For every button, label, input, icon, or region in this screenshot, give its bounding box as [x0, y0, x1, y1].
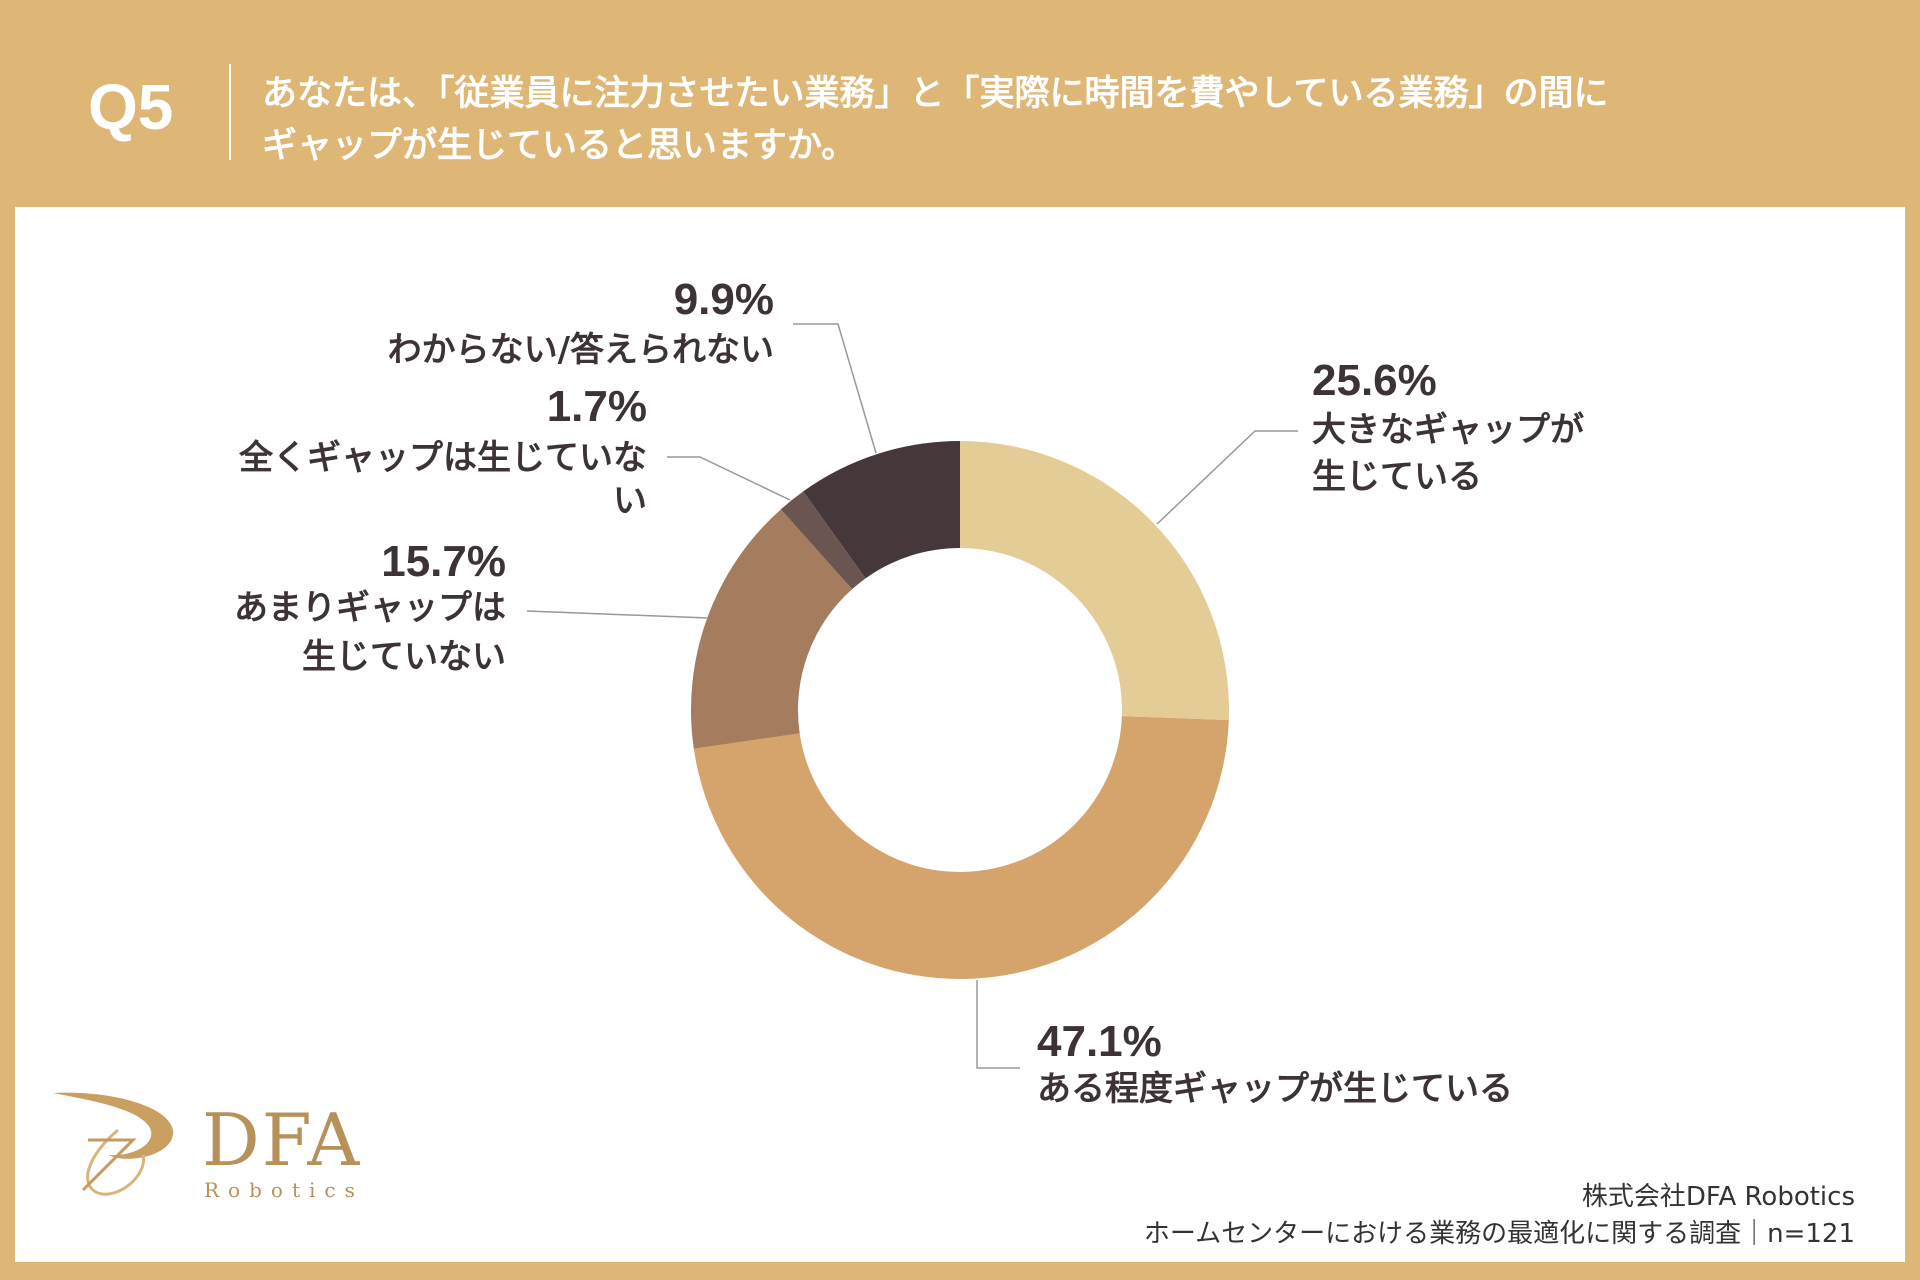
value-label-slice-0: 25.6% [1312, 356, 1437, 405]
value-label-slice-3: 1.7% [546, 382, 647, 431]
header: Q5 あなたは、「従業員に注力させたい業務」と「実際に時間を費やしている業務」の… [0, 0, 1920, 205]
donut-slice-3 [780, 491, 866, 590]
dfa-logo-swoosh-icon [53, 1092, 174, 1196]
category-label-slice-4-line-1: わからない/答えられない [387, 330, 774, 370]
donut-slice-0 [960, 441, 1229, 721]
header-divider [229, 64, 231, 160]
category-label-slice-0-line-2: 生じている [1312, 457, 1482, 497]
logo-dfa: DFA [202, 1098, 362, 1182]
question-number: Q5 [88, 71, 174, 143]
leader-line-slice-3 [667, 456, 791, 501]
footer-survey: ホームセンターにおける業務の最適化に関する調査｜n=121 [1143, 1219, 1855, 1249]
category-label-slice-3-line-1: 全くギャップは生じていな [239, 438, 647, 478]
footer-company: 株式会社DFA Robotics [1581, 1182, 1855, 1212]
donut-slice-4 [803, 441, 960, 579]
leader-line-slice-1 [976, 980, 1020, 1069]
logo-robotics: Robotics [204, 1178, 364, 1202]
question-line-2: ギャップが生じていると思いますか。 [262, 126, 857, 166]
category-label-slice-2-line-1: あまりギャップは [234, 588, 506, 628]
question-line-1: あなたは、「従業員に注力させたい業務」と「実際に時間を費やしている業務」の間に [262, 74, 1609, 114]
leader-line-slice-4 [793, 323, 877, 454]
question-text: あなたは、「従業員に注力させたい業務」と「実際に時間を費やしている業務」の間に … [262, 68, 1862, 172]
category-label-slice-1-line-1: ある程度ギャップが生じている [1037, 1069, 1513, 1109]
category-label-slice-0-line-1: 大きなギャップが [1312, 410, 1584, 450]
leader-line-slice-2 [526, 610, 709, 619]
category-label-slice-3-line-2: い [613, 481, 647, 521]
value-label-slice-2: 15.7% [381, 537, 506, 586]
value-label-slice-1: 47.1% [1037, 1017, 1162, 1066]
donut-slice-1 [693, 716, 1229, 980]
leader-line-slice-0 [1156, 430, 1298, 525]
category-label-slice-2-line-2: 生じていない [302, 637, 506, 677]
value-label-slice-4: 9.9% [673, 275, 774, 324]
chart-panel [15, 207, 1905, 1262]
donut-slice-2 [691, 509, 853, 749]
